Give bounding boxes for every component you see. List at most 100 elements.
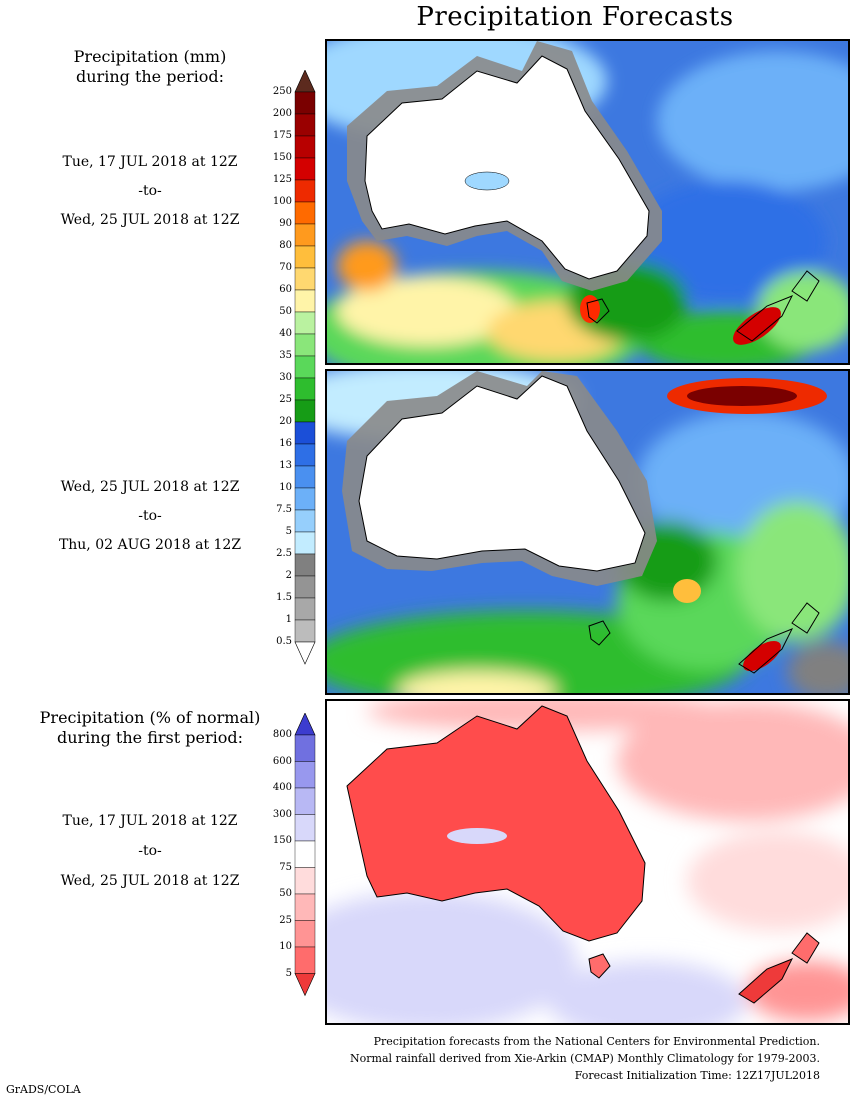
colorbar-label: 1.5 (276, 592, 292, 603)
colorbar-label: 5 (285, 967, 292, 979)
colorbar-label: 2 (285, 570, 292, 581)
period3-start: Tue, 17 JUL 2018 at 12Z (62, 813, 238, 829)
colorbar-label: 90 (279, 218, 292, 229)
colorbar-swatch (294, 223, 316, 247)
colorbar-label: 5 (285, 526, 292, 537)
page-title: Precipitation Forecasts (416, 2, 734, 32)
colorbar-label: 1 (285, 614, 292, 625)
colorbar-label: 100 (272, 196, 292, 207)
colorbar-bottom-arrow (294, 973, 316, 997)
colorbar-swatch (294, 465, 316, 489)
period1-separator: -to- (138, 183, 162, 199)
colorbar-label: 150 (272, 152, 292, 163)
colorbar-label: 50 (279, 888, 292, 899)
colorbar-swatch (294, 867, 316, 895)
colorbar-swatch (294, 421, 316, 445)
colorbar-label: 0.5 (276, 636, 292, 647)
colorbar-swatch (294, 840, 316, 868)
colorbar-swatch (294, 893, 316, 921)
period3-end: Wed, 25 JUL 2018 at 12Z (60, 873, 240, 889)
period2-end: Thu, 02 AUG 2018 at 12Z (58, 537, 242, 553)
colorbar-label: 75 (279, 861, 292, 873)
colorbar-label: 80 (279, 240, 292, 251)
colorbar-swatch (294, 399, 316, 423)
colorbar-swatch (294, 734, 316, 762)
colorbar-swatch (294, 377, 316, 401)
colorbar-swatch (294, 553, 316, 577)
colorbar-swatch (294, 761, 316, 789)
pct-heading-line2: during the first period: (56, 728, 244, 747)
colorbar-label: 400 (272, 782, 292, 793)
colorbar-label: 13 (279, 460, 292, 471)
colorbar-label: 175 (272, 130, 292, 141)
grads-credit: GrADS/COLA (6, 1083, 81, 1096)
footer-init-time: Forecast Initialization Time: 12Z17JUL20… (574, 1069, 820, 1082)
colorbar-swatch (294, 597, 316, 621)
map-panel-period1 (325, 39, 850, 365)
precip-heading-line2: during the period: (76, 67, 224, 86)
colorbar-bottom-arrow (294, 641, 316, 665)
precip-map-period1 (327, 41, 848, 363)
period2-separator: -to- (138, 508, 162, 524)
colorbar-swatch (294, 157, 316, 181)
colorbar-label: 25 (279, 394, 292, 405)
map-panel-percent-normal (325, 699, 850, 1025)
period2-start: Wed, 25 JUL 2018 at 12Z (60, 479, 240, 495)
colorbar-label: 20 (279, 416, 292, 427)
colorbar-label: 300 (272, 808, 292, 820)
colorbar-label: 40 (279, 328, 292, 339)
colorbar-swatch (294, 509, 316, 533)
colorbar-swatch (294, 91, 316, 115)
colorbar-label: 60 (279, 284, 292, 295)
footer-climatology-line: Normal rainfall derived from Xie-Arkin (… (350, 1052, 820, 1065)
pct-colorbar: 800 600 400 300 150 75 50 25 10 5 (260, 712, 340, 1013)
colorbar-swatch (294, 443, 316, 467)
pct-heading-line1: Precipitation (% of normal) (39, 708, 261, 727)
colorbar-swatch (294, 333, 316, 357)
colorbar-label: 70 (279, 262, 292, 273)
colorbar-swatch (294, 113, 316, 137)
period1-end: Wed, 25 JUL 2018 at 12Z (60, 212, 240, 228)
colorbar-swatch (294, 946, 316, 974)
colorbar-label: 35 (279, 350, 292, 361)
colorbar-swatch (294, 267, 316, 291)
colorbar-swatch (294, 619, 316, 643)
colorbar-swatch (294, 920, 316, 948)
colorbar-swatch (294, 135, 316, 159)
pct-colorbar-graphic (294, 712, 316, 997)
colorbar-label: 30 (279, 372, 292, 383)
colorbar-label: 2.5 (276, 548, 292, 559)
precip-map-period2 (327, 371, 848, 693)
precip-heading-line1: Precipitation (mm) (73, 47, 227, 66)
colorbar-swatch (294, 355, 316, 379)
map-panel-period2 (325, 369, 850, 695)
colorbar-swatch (294, 245, 316, 269)
colorbar-label: 50 (279, 306, 292, 317)
footer-source-line: Precipitation forecasts from the Nationa… (373, 1035, 820, 1048)
colorbar-swatch (294, 787, 316, 815)
precip-colorbar-graphic (294, 69, 316, 665)
colorbar-swatch (294, 179, 316, 203)
percent-normal-map (327, 701, 848, 1023)
colorbar-label: 125 (272, 174, 292, 185)
colorbar-label: 150 (272, 835, 292, 846)
colorbar-swatch (294, 814, 316, 842)
colorbar-label: 600 (272, 755, 292, 767)
colorbar-swatch (294, 289, 316, 313)
period1-start: Tue, 17 JUL 2018 at 12Z (62, 154, 238, 170)
colorbar-label: 250 (272, 86, 292, 97)
colorbar-label: 7.5 (276, 504, 292, 515)
colorbar-swatch (294, 487, 316, 511)
colorbar-label: 200 (272, 108, 292, 119)
colorbar-label: 16 (279, 438, 292, 449)
colorbar-swatch (294, 201, 316, 225)
colorbar-label: 10 (279, 482, 292, 493)
colorbar-label: 10 (279, 941, 292, 952)
colorbar-swatch (294, 311, 316, 335)
precip-colorbar: 250 200 175 150 125 100 90 80 70 60 50 40 35 30 25 20 16… (260, 69, 340, 670)
colorbar-top-arrow (294, 69, 316, 93)
colorbar-top-arrow (294, 712, 316, 736)
colorbar-label: 800 (272, 729, 292, 740)
colorbar-swatch (294, 531, 316, 555)
colorbar-label: 25 (279, 914, 292, 926)
